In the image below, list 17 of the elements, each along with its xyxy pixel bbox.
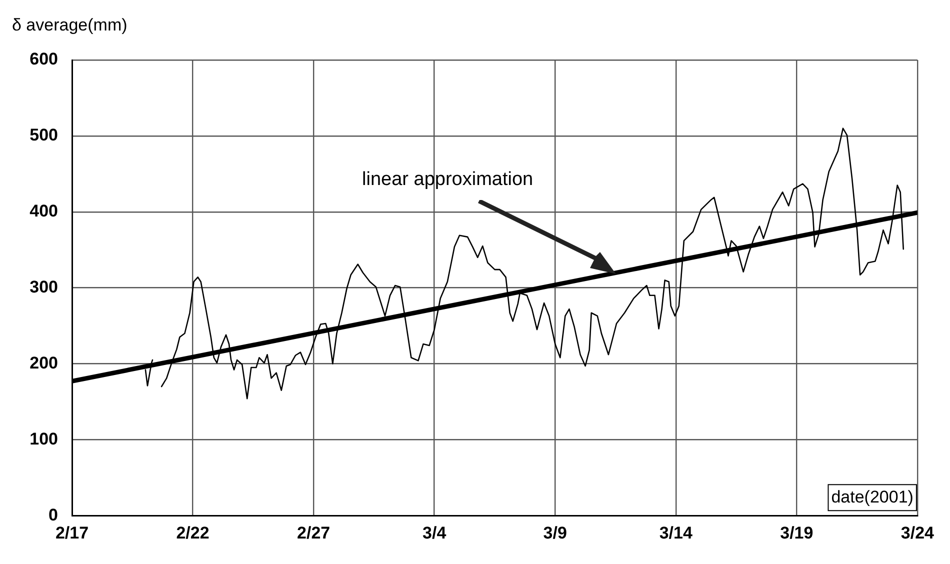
x-tick-label: 2/27 [297,523,330,542]
x-tick-label: 2/22 [176,523,210,542]
y-tick-label: 500 [30,126,58,145]
y-tick-label: 0 [48,505,58,524]
x-tick-label: 2/17 [55,523,89,542]
x-tick-label: 3/24 [900,523,935,542]
x-tick-label: 3/4 [422,523,447,542]
y-tick-label: 300 [30,277,58,296]
y-tick-label: 200 [30,353,58,372]
y-tick-label: 600 [30,50,58,69]
x-tick-label: 3/19 [780,523,814,542]
x-tick-label: 3/14 [659,523,693,542]
y-axis-title: δ average(mm) [12,16,128,35]
x-axis-title: date(2001) [831,487,914,506]
y-tick-label: 400 [30,202,58,221]
y-tick-label: 100 [30,429,58,448]
x-tick-label: 3/9 [543,523,567,542]
